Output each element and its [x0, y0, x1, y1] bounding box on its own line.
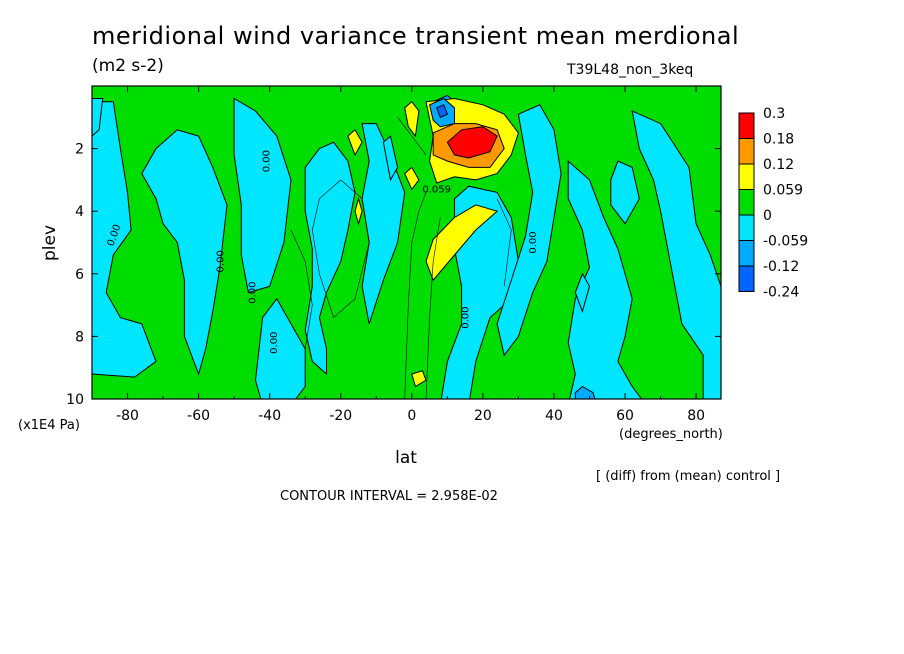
positive-mid-region	[354, 196, 363, 226]
y-tick-label: 8	[75, 329, 84, 345]
diff-note: [ (diff) from (mean) control ]	[596, 469, 781, 484]
y-tick-label: 6	[75, 267, 84, 283]
contour-value-label: 0.00	[215, 250, 226, 272]
x-tick-label: -40	[258, 408, 281, 424]
y-tick-label: 2	[75, 142, 84, 158]
contour-value-label: 0.00	[528, 231, 539, 253]
x-tick-label: 60	[616, 408, 634, 424]
contour-interval: CONTOUR INTERVAL = 2.958E-02	[280, 489, 498, 504]
colorbar-swatch	[738, 265, 755, 292]
colorbar-label: 0.3	[763, 106, 785, 122]
contour-value-label: 0.00	[461, 306, 472, 328]
y-axis-units: (x1E4 Pa)	[18, 418, 80, 433]
contour-line	[397, 117, 427, 156]
x-tick-label: 20	[474, 408, 492, 424]
y-tick-label: 4	[75, 204, 84, 220]
negative-region	[567, 159, 643, 399]
contour-line	[425, 217, 441, 399]
chart-title: meridional wind variance transient mean …	[92, 22, 740, 50]
colorbar-swatch	[738, 112, 755, 139]
colorbar-label: 0	[763, 208, 772, 224]
x-tick-label: 40	[545, 408, 563, 424]
colorbar-label: -0.24	[763, 285, 799, 301]
x-tick-label: 80	[687, 408, 705, 424]
contour-line	[290, 229, 313, 349]
colorbar-swatch	[738, 138, 755, 165]
negative-region	[304, 141, 356, 376]
contour-value-label: 0.00	[262, 150, 273, 172]
negative-region	[254, 297, 306, 399]
colorbar-label: 0.18	[763, 132, 794, 148]
x-axis-units: (degrees_north)	[619, 427, 723, 442]
positive-mid-region	[347, 129, 363, 157]
negative-core-region	[436, 104, 449, 118]
contour-value-label: 0.059	[422, 184, 451, 195]
x-tick-label: -80	[116, 408, 139, 424]
contour-line	[311, 179, 370, 319]
x-tick-label: 0	[407, 408, 416, 424]
colorbar-label: 0.059	[763, 183, 803, 199]
negative-region	[382, 135, 399, 182]
negative-region	[496, 104, 562, 357]
chart-units: (m2 s-2)	[92, 56, 164, 76]
negative-region	[610, 160, 640, 225]
positive-mid-region	[404, 100, 420, 138]
negative-region	[92, 101, 157, 378]
positive-mid-region	[404, 166, 420, 191]
negative-region	[233, 97, 292, 294]
negative-strong-region	[574, 385, 596, 399]
x-tick-label: -20	[329, 408, 352, 424]
negative-region	[631, 110, 721, 399]
colorbar-swatch	[738, 240, 755, 267]
y-tick-label: 10	[66, 392, 84, 408]
colorbar-label: 0.12	[763, 157, 794, 173]
colorbar-swatch	[738, 214, 755, 241]
x-tick-label: -60	[187, 408, 210, 424]
run-label: T39L48_non_3keq	[567, 62, 694, 78]
positive-mid-region	[411, 370, 427, 388]
plot-frame	[91, 85, 722, 400]
contour-value-label: 0.00	[247, 281, 258, 303]
positive-mid-region	[425, 204, 499, 282]
contour-value-label: 0.00	[269, 332, 280, 354]
colorbar-label: -0.059	[763, 234, 808, 250]
negative-region	[574, 272, 591, 313]
x-axis-title: lat	[395, 448, 417, 468]
negative-region	[92, 98, 104, 137]
contour-line	[496, 198, 512, 287]
colorbar-label: -0.12	[763, 259, 799, 275]
colorbar-swatch	[738, 163, 755, 190]
positive-max-region	[446, 126, 498, 159]
negative-region	[141, 129, 228, 376]
contour-line	[404, 192, 427, 399]
colorbar-swatch	[738, 189, 755, 216]
y-axis-title: plev	[40, 225, 60, 261]
